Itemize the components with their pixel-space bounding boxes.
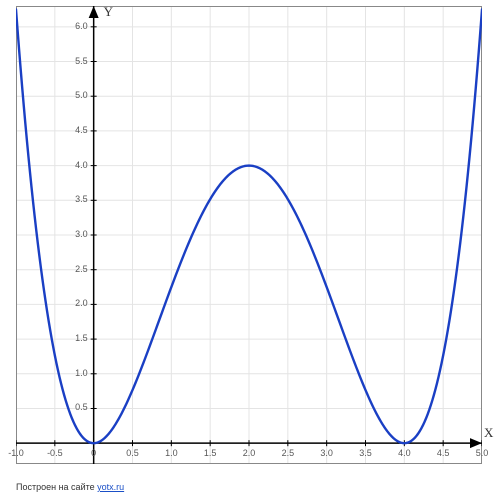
chart-container: -1.0 -0.5 0 0.5 1.0 1.5 2.0 2.5 3.0 3.5 4.0 4.5 5.0 0… — [0, 0, 500, 502]
y-tick-label: 5.5 — [75, 56, 88, 66]
x-tick-label: -1.0 — [6, 448, 26, 458]
x-tick-label: -0.5 — [45, 448, 65, 458]
x-tick-label: 0.5 — [123, 448, 143, 458]
y-tick-label: 3.0 — [75, 229, 88, 239]
y-tick-label: 5.0 — [75, 90, 88, 100]
footer-text: Построен на сайте — [16, 482, 97, 492]
y-tick-label: 2.5 — [75, 264, 88, 274]
y-tick-label: 1.5 — [75, 333, 88, 343]
footer-link[interactable]: yotx.ru — [97, 482, 124, 492]
x-tick-label: 2.5 — [278, 448, 298, 458]
y-tick-label: 0.5 — [75, 402, 88, 412]
x-tick-label: 1.5 — [200, 448, 220, 458]
x-axis-label: X — [484, 425, 493, 441]
x-tick-label: 3.5 — [356, 448, 376, 458]
footer-credit: Построен на сайте yotx.ru — [16, 482, 124, 492]
y-tick-label: 2.0 — [75, 298, 88, 308]
y-tick-label: 6.0 — [75, 21, 88, 31]
y-axis-label: Y — [104, 4, 113, 20]
x-tick-label: 3.0 — [317, 448, 337, 458]
x-tick-label: 4.0 — [394, 448, 414, 458]
x-tick-label: 4.5 — [433, 448, 453, 458]
y-tick-label: 4.5 — [75, 125, 88, 135]
x-tick-label: 2.0 — [239, 448, 259, 458]
y-tick-label: 4.0 — [75, 160, 88, 170]
x-tick-label: 1.0 — [161, 448, 181, 458]
y-tick-label: 1.0 — [75, 368, 88, 378]
x-tick-label: 5.0 — [472, 448, 492, 458]
x-tick-label: 0 — [84, 448, 104, 458]
y-tick-label: 3.5 — [75, 194, 88, 204]
